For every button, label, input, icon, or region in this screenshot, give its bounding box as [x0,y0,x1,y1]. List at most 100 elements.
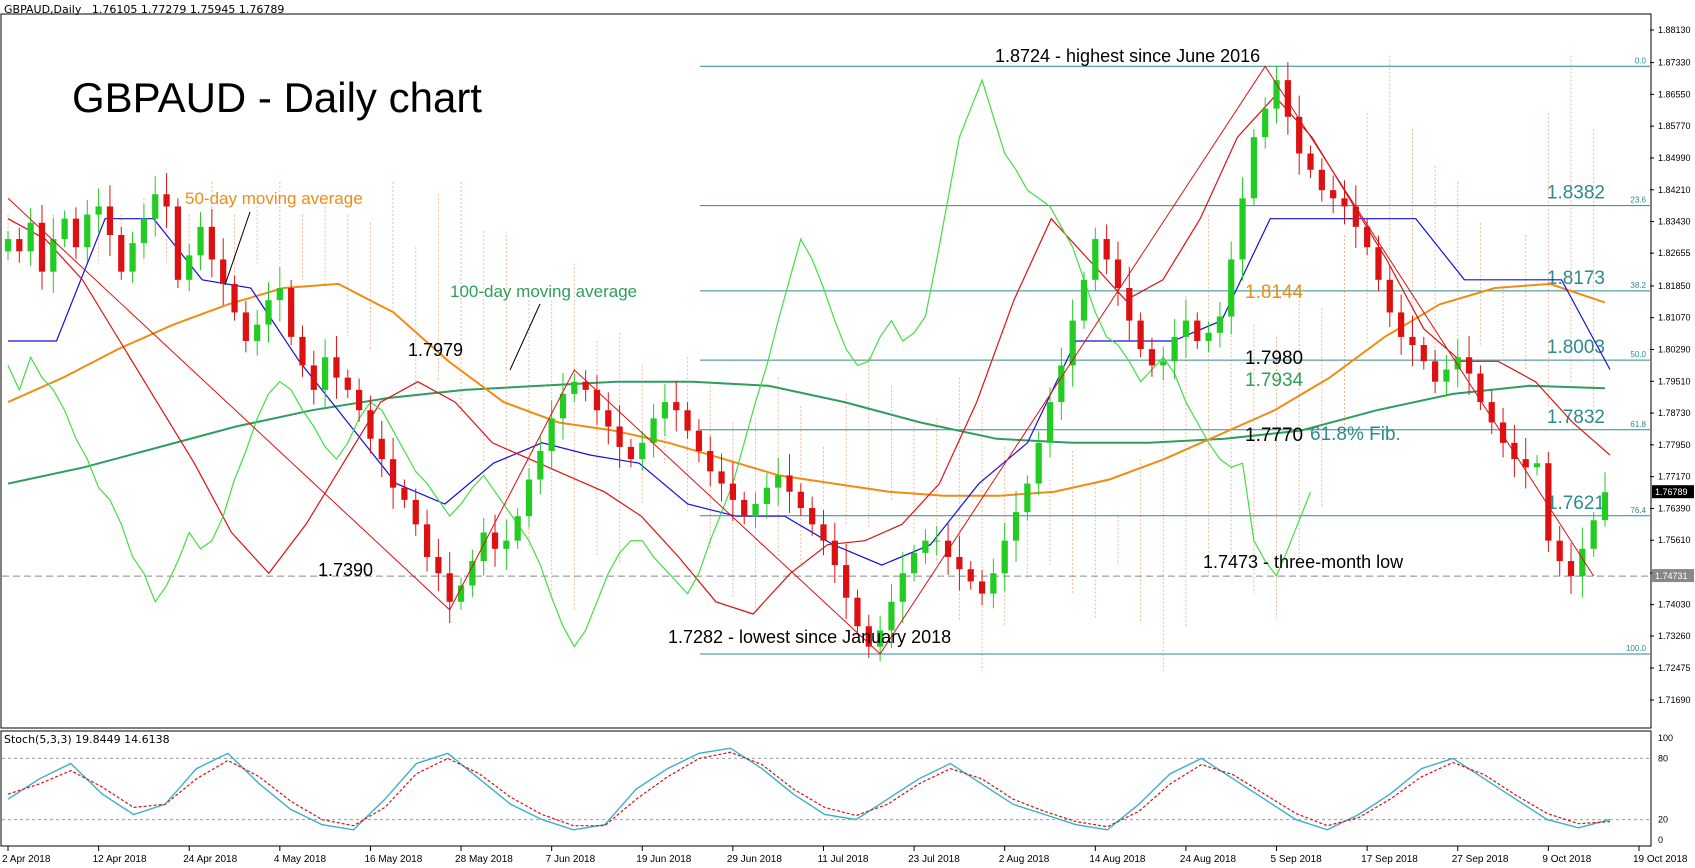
x-tick-label: 27 Sep 2018 [1452,854,1509,865]
candle-bearish [978,581,986,594]
y-tick-label: 1.80290 [1658,345,1691,355]
indicator-lines [7,78,1611,648]
candle-bearish [208,226,215,260]
fibonacci-levels: 0.0 23.6 1.8382 38.2 1.8173 50.0 1.8003 61.8 1.7… [700,56,1650,655]
y-tick-label: 1.78730 [1658,408,1691,418]
candle-bearish [16,239,23,252]
x-tick-label: 9 Oct 2018 [1542,854,1591,865]
candle-bearish [1477,373,1484,403]
candle-bearish [1296,116,1303,154]
zigzag-lines [7,65,1595,655]
x-tick-label: 7 Jun 2018 [546,854,596,865]
candle-bullish [990,573,997,594]
annotations: 1.8724 - highest since June 2016 50-day m… [185,46,1404,647]
fib-price-label: 1.8173 [1547,268,1605,289]
candle-bullish [775,475,782,488]
candle-bullish [1001,540,1008,574]
ma50-line [7,282,1606,497]
y-tick-label: 1.72475 [1658,663,1691,673]
chart-header: GBPAUD,Daily 1.76105 1.77279 1.75945 1.7… [4,3,284,16]
candle-bearish [1114,259,1122,288]
x-tick-label: 24 Apr 2018 [183,854,237,865]
candle-bearish [1499,422,1507,443]
ohlc-values: 1.76105 1.77279 1.75945 1.76789 [91,3,285,16]
y-tick-label: 1.77170 [1658,472,1691,482]
candle-bearish [299,336,306,366]
candle-bearish [435,556,442,574]
y-tick-label: 1.76390 [1658,503,1691,513]
x-tick-label: 24 Aug 2018 [1180,854,1237,865]
candle-bullish [1262,108,1269,138]
candle-bearish [865,626,872,647]
y-tick-label: 1.85770 [1658,121,1691,131]
candle-bearish [707,450,714,472]
candle-bearish [344,377,351,390]
tenkan-sen-line [7,95,1611,615]
candle-bullish [1579,548,1586,577]
candle-bullish [1046,402,1054,443]
candle-bullish [1533,463,1541,468]
current-price-box [1652,485,1694,499]
x-tick-label: 2 Aug 2018 [999,854,1050,865]
candle-bullish [1250,137,1258,199]
x-tick-label: 14 Aug 2018 [1089,854,1146,865]
candle-bullish [1590,520,1597,549]
x-tick-label: 19 Oct 2018 [1633,854,1688,865]
stoch-signal-line [7,751,1611,828]
candle-bearish [118,234,125,272]
fib-level-tag: 23.6 [1630,196,1646,205]
candle-bearish [1364,226,1371,248]
candle-bearish [310,365,317,390]
stoch-tick-label: 0 [1658,835,1663,845]
price-axis: 1.716901.724751.732601.740301.748051.756… [1650,25,1694,705]
candle-bearish [718,471,725,484]
ma100-line [7,380,1606,485]
y-tick-label: 1.77950 [1658,440,1691,450]
y-tick-label: 1.75610 [1658,535,1691,545]
main-panel-frame [0,13,1652,729]
annotation-ma100-pointer [509,303,541,371]
candle-bullish [265,300,272,325]
candle-bearish [174,206,182,280]
candle-bearish [231,283,238,313]
candle-bearish [809,508,816,525]
candle-bearish [605,410,612,427]
candle-bearish [1341,198,1348,207]
stoch-tick-label: 20 [1658,815,1668,825]
candle-bullish [1092,239,1099,280]
candle-bearish [854,597,861,627]
candle-bullish [1035,442,1042,484]
candle-bearish [797,491,804,509]
x-tick-label: 5 Sep 2018 [1271,854,1323,865]
fib-level-tag: 76.4 [1630,506,1646,515]
y-tick-label: 1.71690 [1658,695,1691,705]
candle-bearish [956,556,963,570]
x-tick-label: 12 Apr 2018 [93,854,147,865]
candle-bullish [276,287,283,301]
candle-bearish [389,459,397,488]
x-tick-label: 29 Jun 2018 [727,854,782,865]
x-tick-label: 19 Jun 2018 [636,854,691,865]
candle-bullish [537,450,544,480]
annotation-low-1747: 1.7473 - three-month low [1203,552,1404,572]
candle-bullish [888,601,895,631]
candle-bearish [1420,345,1427,362]
symbol-label: GBPAUD,Daily [4,3,82,16]
annotation-ma100: 100-day moving average [450,282,637,301]
candle-bearish [378,438,385,460]
candle-bullish [254,324,261,341]
candle-bullish [752,503,759,517]
y-tick-label: 1.87330 [1658,58,1691,68]
ichimoku-cloud [7,55,1595,672]
candle-bearish [355,389,363,411]
candle-bearish [38,222,46,272]
kijun-sen-line [8,218,1611,566]
fib-level-tag: 61.8 [1630,420,1646,429]
candle-bullish [1273,80,1280,109]
candle-bearish [242,312,249,341]
x-tick-label: 17 Sep 2018 [1361,854,1418,865]
annotation-kijun-value: 1.7980 [1245,348,1303,369]
y-tick-label: 1.73260 [1658,631,1691,641]
